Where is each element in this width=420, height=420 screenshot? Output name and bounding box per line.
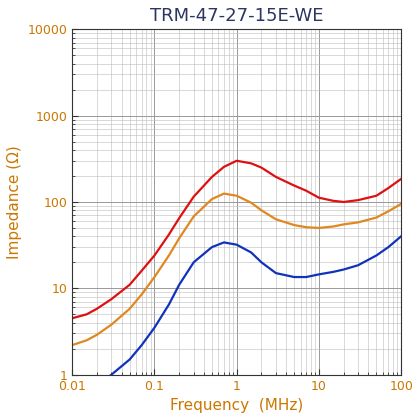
Y-axis label: Impedance (Ω): Impedance (Ω) [7,145,22,259]
Title: TRM-47-27-15E-WE: TRM-47-27-15E-WE [150,7,323,25]
X-axis label: Frequency  (MHz): Frequency (MHz) [170,398,303,413]
